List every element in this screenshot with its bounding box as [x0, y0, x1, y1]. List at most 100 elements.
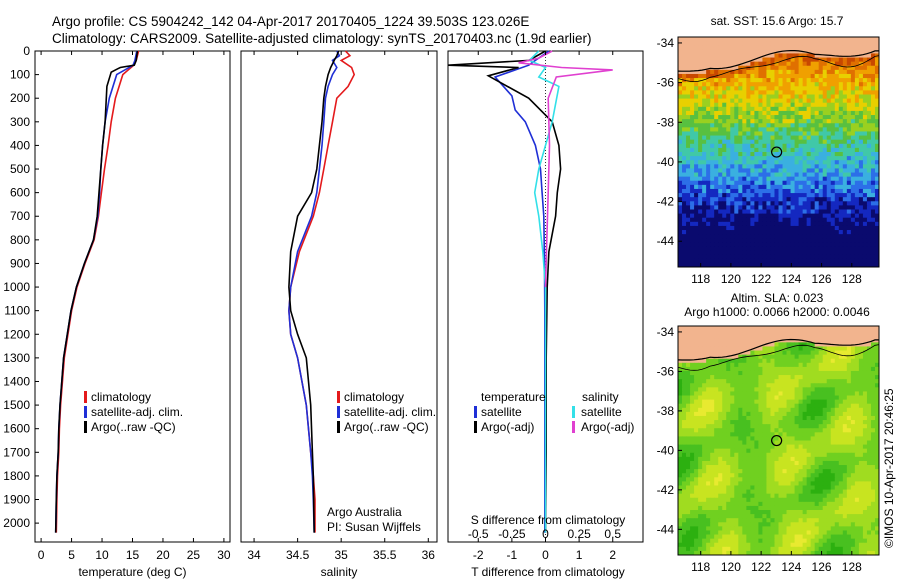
map-cell: [774, 358, 779, 364]
map-cell: [694, 428, 699, 433]
map-cell: [694, 411, 699, 417]
map-cell: [782, 176, 787, 182]
map-cell: [726, 147, 731, 153]
map-cell: [710, 262, 715, 268]
map-cell: [826, 350, 832, 356]
map-cell: [750, 217, 755, 223]
map-cell: [854, 209, 860, 215]
map-cell: [750, 262, 755, 268]
map-cell: [698, 354, 703, 360]
map-cell: [842, 225, 848, 231]
map-cell: [742, 362, 747, 368]
map-cell: [706, 420, 711, 425]
map-cell: [822, 225, 828, 231]
map-cell: [722, 330, 727, 335]
map-cell: [722, 131, 727, 136]
map-cell: [742, 399, 747, 405]
map-cell: [690, 465, 695, 470]
map-cell: [726, 428, 731, 433]
map-cell: [798, 230, 804, 235]
map-cell: [830, 131, 836, 136]
map-cell: [730, 127, 735, 132]
map-cell: [806, 37, 812, 42]
map-cell: [734, 456, 739, 462]
map-cell: [798, 460, 804, 466]
map-cell: [698, 45, 703, 50]
map-cell: [686, 346, 691, 351]
map-cell: [686, 452, 691, 458]
map-cell: [802, 53, 808, 58]
map-cell: [774, 49, 779, 54]
map-cell: [782, 69, 787, 75]
map-cell: [794, 102, 799, 108]
map-cell: [754, 115, 759, 120]
map-cell: [698, 135, 703, 141]
map-cell: [818, 326, 824, 331]
map-cell: [738, 69, 743, 75]
map-cell: [730, 473, 735, 478]
map-cell: [834, 139, 840, 145]
map-cell: [810, 53, 816, 58]
map-cell: [866, 342, 872, 347]
map-cell: [782, 217, 787, 223]
map-cell: [866, 379, 872, 384]
map-cell: [782, 86, 787, 91]
map-cell: [846, 197, 852, 202]
map-cell: [722, 102, 727, 108]
map-cell: [818, 188, 824, 194]
map-cell: [814, 350, 820, 356]
map-cell: [754, 90, 759, 95]
map-cell: [842, 131, 848, 136]
map-cell: [838, 172, 844, 178]
sst-lon-ticks: 118 120 122 124 126 128: [691, 263, 862, 286]
map-cell: [686, 164, 691, 169]
map-cell: [774, 436, 779, 441]
map-cell: [778, 250, 783, 256]
map-cell: [786, 123, 791, 128]
map-cell: [874, 139, 880, 145]
map-cell: [754, 383, 759, 388]
map-cell: [758, 456, 763, 462]
map-cell: [698, 473, 703, 478]
map-cell: [750, 481, 755, 486]
map-cell: [694, 469, 699, 474]
map-cell: [774, 73, 779, 79]
map-cell: [778, 326, 783, 331]
map-cell: [726, 465, 731, 470]
map-cell: [718, 160, 723, 165]
map-cell: [690, 135, 695, 141]
map-cell: [702, 448, 707, 454]
map-cell: [786, 387, 791, 392]
map-cell: [822, 481, 828, 486]
map-cell: [846, 221, 852, 227]
map-cell: [734, 49, 739, 54]
map-cell: [798, 221, 804, 227]
map-cell: [762, 176, 767, 182]
map-cell: [866, 123, 872, 128]
map-cell: [774, 78, 779, 83]
coastline: [677, 49, 879, 72]
map-cell: [778, 217, 783, 223]
map-cell: [702, 238, 707, 243]
map-cell: [794, 448, 799, 454]
map-cell: [782, 180, 787, 186]
map-cell: [758, 225, 763, 231]
map-cell: [738, 164, 743, 169]
map-cell: [718, 370, 723, 376]
lat-tick-label: -36: [657, 76, 675, 90]
map-cell: [698, 379, 703, 384]
map-cell: [818, 254, 824, 260]
map-cell: [874, 395, 880, 401]
map-cell: [762, 147, 767, 153]
map-cell: [870, 395, 876, 401]
map-cell: [734, 465, 739, 470]
map-cell: [710, 94, 715, 100]
map-cell: [806, 262, 812, 268]
map-cell: [718, 49, 723, 54]
map-cell: [718, 123, 723, 128]
y-tick-label: 400: [10, 138, 30, 152]
map-cell: [758, 460, 763, 466]
argo-float-marker: [771, 146, 783, 158]
map-cell: [746, 143, 751, 149]
map-cell: [818, 180, 824, 186]
